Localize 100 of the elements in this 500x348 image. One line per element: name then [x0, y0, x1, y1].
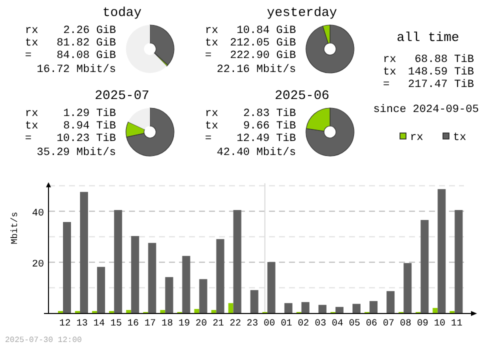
- bar: [182, 256, 190, 314]
- x-tick-label: 23: [246, 318, 258, 328]
- x-tick-label: 17: [144, 318, 156, 328]
- bar: [335, 306, 344, 314]
- text: tx: [25, 38, 39, 50]
- x-tick-label: 07: [382, 318, 394, 328]
- x-tick-label: 04: [332, 318, 344, 328]
- bar: [211, 310, 216, 314]
- text: 84.08 GiB: [56, 50, 116, 62]
- bar: [165, 277, 174, 314]
- chart-title: yesterday: [266, 5, 338, 20]
- text: 2025-07-30 12:00: [5, 336, 82, 345]
- x-tick-label: 22: [230, 318, 242, 328]
- x-tick-label: 05: [348, 318, 361, 328]
- donut-slice: [306, 108, 354, 156]
- y-tick-label: 40: [32, 208, 44, 220]
- x-tick-label: 09: [416, 318, 429, 328]
- text: 42.40 Mbit/s: [216, 147, 296, 159]
- bar: [126, 310, 132, 314]
- donut-slice: [128, 108, 150, 130]
- x-tick-label: 20: [196, 318, 208, 328]
- text: 22.16 Mbit/s: [216, 64, 296, 76]
- text: =: [205, 50, 212, 62]
- text: rx: [25, 25, 39, 37]
- text: 68.88 TiB: [414, 54, 474, 66]
- x-tick-label: 02: [298, 318, 310, 328]
- chart-title: 2025-06: [274, 88, 330, 103]
- text: 12.49 TiB: [236, 133, 296, 145]
- text: rx: [383, 54, 397, 66]
- text: 10.84 GiB: [236, 25, 296, 37]
- text: =: [205, 133, 212, 145]
- bar: [114, 210, 122, 314]
- x-tick-label: 03: [314, 318, 326, 328]
- bar: [194, 308, 200, 314]
- bar: [250, 290, 258, 314]
- x-tick-label: 01: [280, 318, 292, 328]
- text: rx: [25, 108, 39, 120]
- x-tick-label: 18: [161, 318, 174, 328]
- chart-title: 2025-07: [94, 88, 150, 103]
- x-tick-label: 16: [127, 318, 140, 328]
- text: 9.66 TiB: [243, 120, 296, 132]
- text: 10.23 TiB: [56, 133, 116, 145]
- x-tick-label: 21: [212, 318, 224, 328]
- donut-slice: [126, 25, 167, 73]
- text: 212.05 GiB: [230, 38, 296, 50]
- bar: [216, 239, 224, 314]
- bar: [267, 262, 276, 314]
- text: 1.29 TiB: [63, 108, 116, 120]
- text: 16.72 Mbit/s: [36, 64, 116, 76]
- x-tick-label: 06: [366, 318, 378, 328]
- text: rx: [205, 25, 219, 37]
- x-tick-label: 15: [110, 318, 122, 328]
- bar: [131, 236, 140, 314]
- bar: [438, 189, 446, 314]
- bar: [199, 279, 208, 314]
- bar: [352, 304, 361, 314]
- text: 148.59 TiB: [408, 66, 474, 78]
- text: all time: [396, 30, 460, 45]
- legend-label: tx: [453, 132, 467, 144]
- bar: [80, 192, 88, 314]
- donut-slice: [150, 24, 174, 66]
- x-tick-label: 10: [434, 318, 446, 328]
- x-tick-label: 00: [264, 318, 276, 328]
- bar: [228, 303, 234, 314]
- x-tick-label: 14: [93, 318, 106, 328]
- bar: [432, 308, 438, 314]
- text: 217.47 TiB: [408, 79, 474, 91]
- bar: [284, 303, 292, 314]
- text: 81.82 GiB: [56, 38, 116, 50]
- bar: [301, 302, 310, 314]
- bar: [420, 220, 429, 314]
- text: =: [25, 50, 32, 62]
- legend-label: rx: [410, 132, 424, 144]
- x-tick-label: 19: [178, 318, 190, 328]
- x-tick-label: 13: [76, 318, 88, 328]
- text: tx: [25, 120, 39, 132]
- text: =: [25, 133, 32, 145]
- x-tick-label: 12: [59, 318, 72, 328]
- bar: [63, 222, 71, 314]
- text: 2.26 GiB: [63, 25, 116, 37]
- bar: [160, 310, 166, 314]
- text: tx: [205, 38, 219, 50]
- x-tick-label: 11: [451, 318, 463, 328]
- text: 8.94 TiB: [63, 120, 116, 132]
- text: rx: [205, 108, 219, 120]
- text: 35.29 Mbit/s: [36, 147, 116, 159]
- bar: [148, 242, 156, 314]
- x-tick-label: 08: [400, 318, 412, 328]
- text: tx: [205, 120, 219, 132]
- text: since 2024-09-05: [373, 104, 479, 116]
- bar: [386, 291, 395, 314]
- bar: [318, 304, 326, 314]
- donut-slice: [126, 108, 174, 156]
- bar: [233, 210, 242, 314]
- text: 2.83 TiB: [243, 108, 296, 120]
- donut-slice: [306, 24, 354, 74]
- chart-title: today: [102, 5, 142, 20]
- text: =: [383, 79, 390, 91]
- bar: [370, 301, 378, 314]
- bar: [404, 263, 412, 314]
